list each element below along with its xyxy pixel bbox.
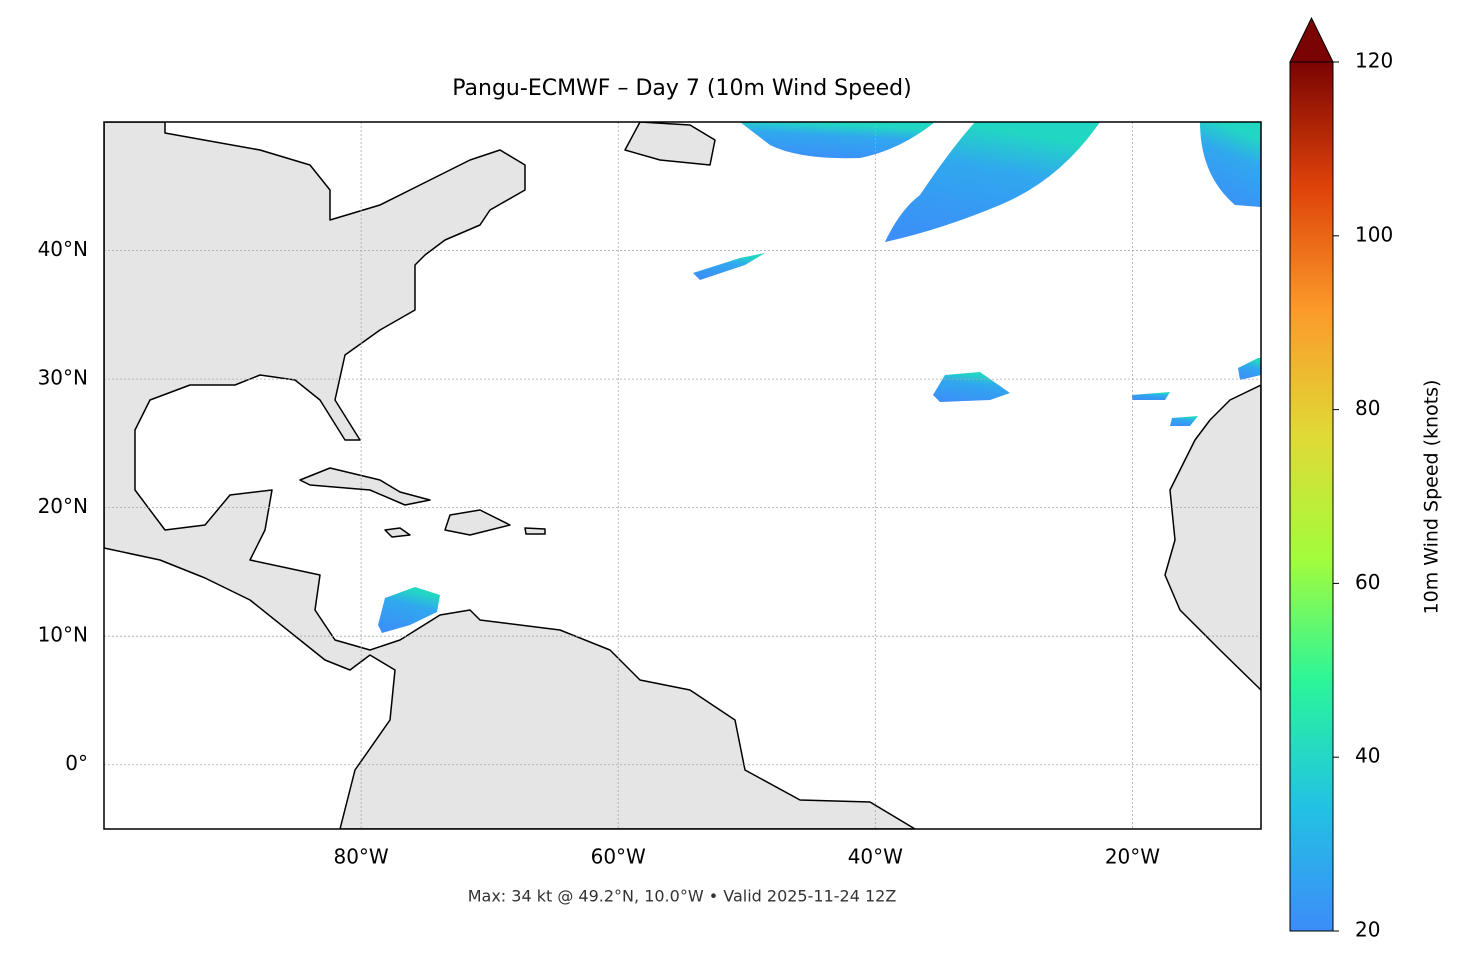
wind-area xyxy=(378,587,440,633)
x-tick-label: 80°W xyxy=(333,845,388,869)
colorbar-tick-label: 20 xyxy=(1355,918,1380,942)
x-tick-label: 60°W xyxy=(591,845,646,869)
land-cuba xyxy=(299,467,431,506)
land-hispaniola xyxy=(444,509,511,536)
colorbar-tick-label: 40 xyxy=(1355,744,1380,768)
wind-area xyxy=(1132,392,1170,400)
x-tick-label: 20°W xyxy=(1105,845,1160,869)
colorbar-tick-label: 80 xyxy=(1355,396,1380,420)
colorbar-label: 10m Wind Speed (knots) xyxy=(1421,380,1443,615)
wind-area xyxy=(933,372,1010,402)
colorbar xyxy=(1289,61,1334,932)
land-africa xyxy=(1164,384,1261,691)
wind-area xyxy=(1170,416,1198,426)
land-newfoundland xyxy=(624,122,716,166)
footnote: Max: 34 kt @ 49.2°N, 10.0°W • Valid 2025… xyxy=(468,887,897,906)
wind-area xyxy=(740,122,935,159)
wind-area xyxy=(693,253,765,280)
wind-area xyxy=(1200,122,1261,207)
colorbar-tick-label: 120 xyxy=(1355,49,1393,73)
y-tick-label: 10°N xyxy=(38,623,88,647)
grid xyxy=(104,122,1261,829)
x-tick-label: 40°W xyxy=(848,845,903,869)
y-tick-label: 30°N xyxy=(38,366,88,390)
colorbar-tick-label: 60 xyxy=(1355,570,1380,594)
land-americas xyxy=(104,122,916,829)
wind-area xyxy=(885,122,1100,242)
y-tick-label: 20°N xyxy=(38,494,88,518)
wind-area xyxy=(1238,358,1261,380)
chart-title: Pangu-ECMWF – Day 7 (10m Wind Speed) xyxy=(452,76,911,101)
land-puerto-rico xyxy=(524,527,546,535)
y-tick-label: 40°N xyxy=(38,237,88,261)
y-tick-label: 0° xyxy=(65,751,88,775)
colorbar-tick-label: 100 xyxy=(1355,222,1393,246)
colorbar-extend xyxy=(1289,16,1334,63)
map-frame xyxy=(103,121,1262,830)
land-jamaica xyxy=(384,527,411,538)
map xyxy=(104,122,1261,829)
